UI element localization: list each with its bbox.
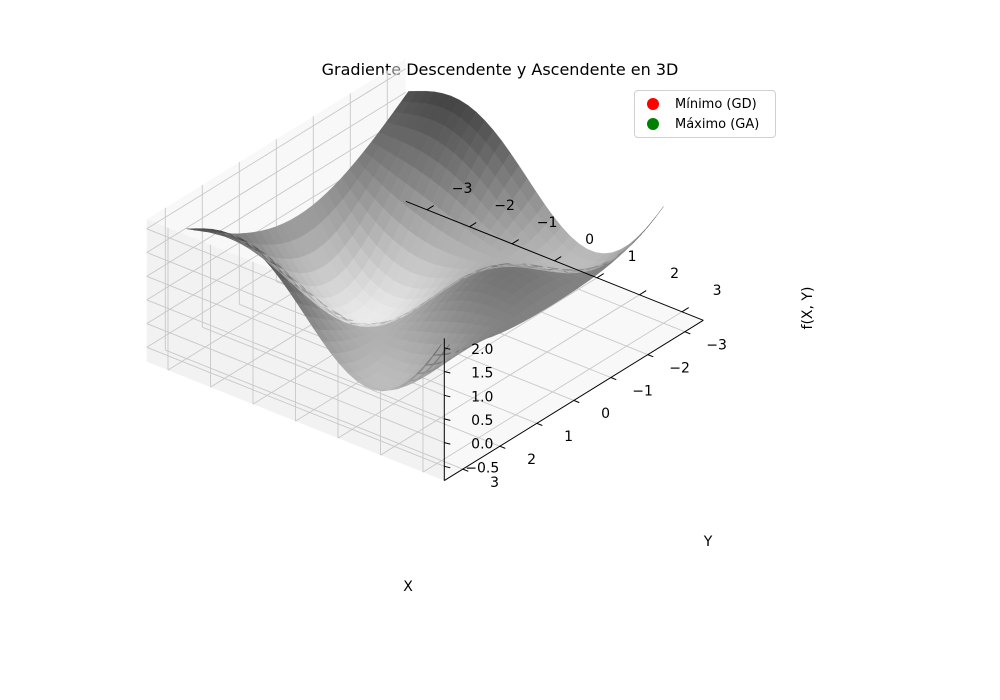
grid-line-z [146,346,445,467]
x-tick [639,290,647,296]
y-tick-label: 1 [564,429,573,445]
z-tick-label: 0.5 [471,413,493,429]
grid-line-z [146,115,407,277]
y-tick-label: −1 [632,383,653,399]
legend-label: Mínimo (GD) [675,96,757,112]
x-tick-label: 3 [713,283,722,299]
legend-item-minimo: Mínimo (GD) [647,94,757,114]
x-tick [426,205,434,211]
x-tick [554,256,562,262]
y-axis-label: Y [703,534,713,550]
x-tick-label: 1 [628,249,637,265]
z-tick [444,347,451,350]
z-tick-label: −0.5 [465,460,499,476]
y-tick [536,422,543,426]
z-tick-label: 0.0 [471,437,493,453]
x-tick-label: −3 [452,181,473,197]
x-tick-label: 2 [670,266,679,282]
y-tick-label: −2 [669,360,690,376]
grid-line-y [165,349,463,470]
z-axis-label: f(X, Y) [800,287,816,330]
y-tick-label: 2 [527,452,536,468]
surface-plot [186,90,664,392]
x-tick [469,222,477,228]
y-tick-label: 3 [490,475,499,491]
x-tick-label: −2 [494,198,515,214]
x-tick-label: 0 [585,232,594,248]
z-tick [444,465,451,469]
grid-line-z [146,91,407,253]
grid-line-z [146,299,445,420]
y-tick [462,468,469,472]
x-tick [681,307,689,313]
z-tick-label: 2.0 [471,342,493,358]
z-tick-label: 1.0 [471,389,493,405]
y-tick [499,445,506,449]
grid-line-y [202,326,500,447]
z-tick [444,442,451,445]
x-axis-label: X [403,579,413,595]
z-tick [444,371,451,374]
legend-marker-red [647,98,659,110]
grid-line-z [146,68,407,230]
y-tick [684,331,691,335]
y-tick [573,399,580,404]
y-tick [647,354,654,358]
chart-title: Gradiente Descendente y Ascendente en 3D [321,60,679,79]
x-tick [511,239,519,245]
grid-line-z [146,323,445,444]
legend: Mínimo (GD) Máximo (GA) [634,90,776,138]
y-tick-label: 0 [601,406,610,422]
z-tick [444,394,451,398]
z-tick [444,418,451,421]
y-tick [610,377,617,381]
y-tick-label: −3 [706,338,727,354]
x-tick-label: −1 [537,215,558,231]
x-tick [596,273,604,279]
z-tick-label: 1.5 [471,366,493,382]
legend-label: Máximo (GA) [675,116,760,132]
surface-patch [647,206,664,228]
legend-item-maximo: Máximo (GA) [647,114,759,134]
legend-marker-green [647,118,659,130]
